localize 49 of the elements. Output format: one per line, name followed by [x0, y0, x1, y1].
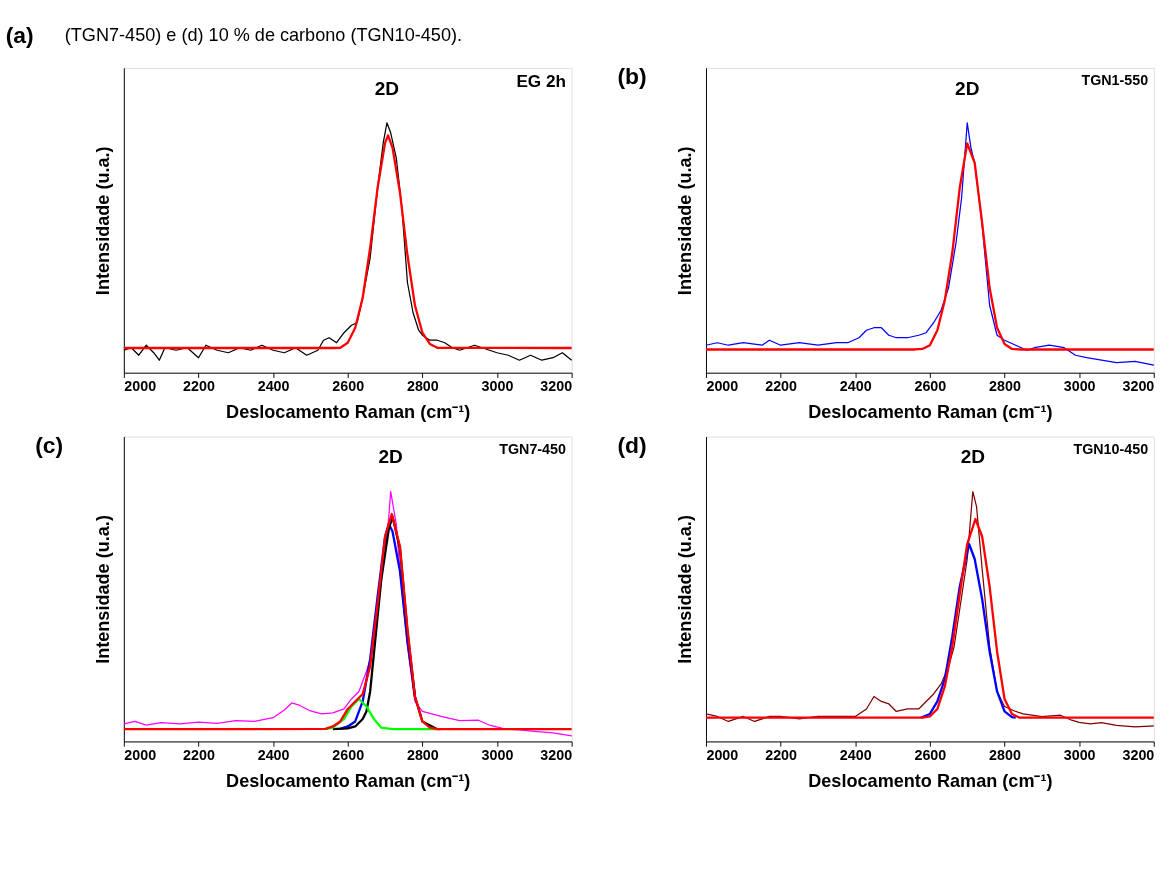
- x-tick-label: 3000: [481, 378, 514, 395]
- x-tick-label: 2000: [706, 747, 739, 764]
- text: TGN10-450: [1073, 440, 1149, 457]
- x-tick-label: 2800: [989, 378, 1021, 395]
- y-axis-title: Intensidade (u.a.): [93, 515, 114, 664]
- x-tick-label: 3200: [1122, 747, 1155, 764]
- x-tick-label: 2000: [706, 378, 739, 395]
- x-tick-label: 2200: [183, 747, 215, 764]
- x-tick-label: 2200: [765, 378, 798, 395]
- text: 2D: [374, 77, 400, 99]
- x-tick-label: 2200: [183, 378, 215, 395]
- x-tick-label: 2600: [332, 378, 365, 395]
- x-axis-title: Deslocamento Raman (cm⁻¹): [226, 401, 471, 422]
- x-tick-label: 3000: [1063, 747, 1096, 764]
- chart-title: (a): [5, 22, 34, 49]
- x-tick-label: 3000: [1063, 378, 1096, 395]
- text: 2D: [378, 446, 403, 468]
- text: 2D: [960, 446, 985, 468]
- y-axis-title: Intensidade (u.a.): [675, 515, 696, 664]
- x-tick-label: 2600: [332, 747, 365, 764]
- x-tick-label: 3000: [481, 747, 514, 764]
- x-tick-label: 3200: [540, 378, 573, 395]
- x-tick-label: 2400: [839, 378, 872, 395]
- x-tick-label: 3200: [540, 747, 573, 764]
- x-tick-label: 2400: [839, 747, 872, 764]
- x-tick-label: 2400: [257, 378, 290, 395]
- chart-title: (c): [35, 431, 64, 458]
- x-tick-label: 2600: [914, 747, 947, 764]
- x-axis-title: Deslocamento Raman (cm⁻¹): [808, 770, 1053, 791]
- x-tick-label: 2800: [406, 378, 439, 395]
- text: TGN7-450: [499, 440, 566, 457]
- x-axis-title: Deslocamento Raman (cm⁻¹): [226, 770, 471, 791]
- x-tick-label: 3200: [1122, 378, 1155, 395]
- x-axis-title: Deslocamento Raman (cm⁻¹): [808, 401, 1053, 422]
- x-tick-label: 2800: [406, 747, 439, 764]
- y-axis-title: Intensidade (u.a.): [675, 146, 696, 296]
- x-tick-label: 2600: [914, 378, 947, 395]
- x-tick-label: 2200: [765, 747, 798, 764]
- x-tick-label: 2800: [989, 747, 1021, 764]
- chart-title: (b): [617, 63, 647, 90]
- text: (TGN7-450) e (d) 10 % de carbono (TGN10-450).: [64, 25, 463, 46]
- x-tick-label: 2000: [124, 747, 157, 764]
- text: 2D: [955, 77, 980, 99]
- x-tick-label: 2000: [124, 378, 157, 395]
- y-axis-title: Intensidade (u.a.): [93, 146, 114, 296]
- chart-title: (d): [617, 431, 647, 458]
- text: TGN1-550: [1081, 71, 1149, 88]
- x-tick-label: 2400: [257, 747, 290, 764]
- text: EG 2h: [516, 70, 566, 91]
